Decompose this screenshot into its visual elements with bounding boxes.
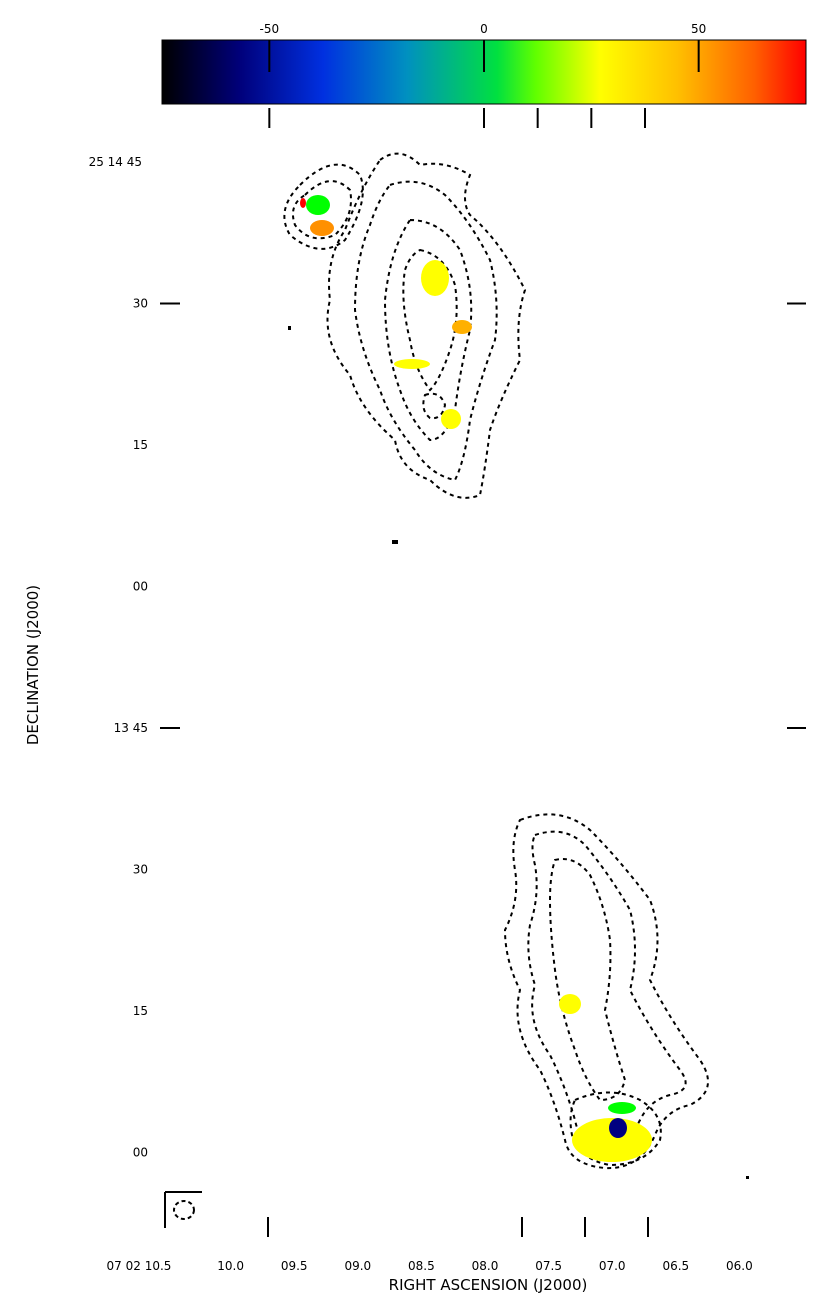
x-axis-ticks: 07 02 10.5 10.0 09.5 09.0 08.5 08.0 07.5 07.0 06… (107, 1217, 753, 1273)
colorbar-ticks: -50 0 50 (260, 22, 706, 72)
x-tick-label: 07 02 10.5 (107, 1259, 172, 1273)
north-lobe-spot (310, 220, 334, 236)
x-tick-label: 07.0 (599, 1259, 626, 1273)
rotation-measure-spots (300, 195, 652, 1162)
north-lobe-spot (421, 260, 449, 296)
x-tick-label: 06.0 (726, 1259, 753, 1273)
y-tick-label: 00 (133, 580, 148, 594)
x-tick-label: 06.5 (662, 1259, 689, 1273)
y-tick-label: 13 45 (114, 721, 148, 735)
south-lobe-contours (503, 813, 709, 1170)
y-tick-label: 30 (133, 297, 148, 311)
x-tick-label: 09.0 (344, 1259, 371, 1273)
north-lobe-spot (441, 409, 461, 429)
contour-level-marks (268, 108, 646, 128)
north-lobe-contours (283, 152, 527, 499)
colorbar: -50 0 50 (161, 22, 807, 128)
south-lobe-spot (572, 1118, 652, 1162)
south-lobe-spot (559, 994, 581, 1014)
colorbar-tick-label: 0 (480, 22, 488, 36)
y-tick-label: 15 (133, 1004, 148, 1018)
x-axis-title: RIGHT ASCENSION (J2000) (389, 1276, 588, 1294)
colorbar-tick-label: 50 (691, 22, 706, 36)
y-tick-label: 15 (133, 438, 148, 452)
x-tick-label: 10.0 (217, 1259, 244, 1273)
south-lobe-spot (608, 1102, 636, 1114)
x-tick-label: 09.5 (281, 1259, 308, 1273)
north-lobe-spot (306, 195, 330, 215)
y-tick-label: 30 (133, 863, 148, 877)
colorbar-tick-label: -50 (260, 22, 280, 36)
south-lobe-spot (609, 1118, 627, 1138)
beam-ellipse (173, 1200, 195, 1220)
y-tick-label: 25 14 45 (89, 155, 142, 169)
x-tick-label: 08.5 (408, 1259, 435, 1273)
y-tick-label: 00 (133, 1146, 148, 1160)
north-lobe-spot (300, 198, 306, 208)
y-axis-ticks: 25 14 45 30 15 00 13 45 30 15 00 (89, 155, 806, 1160)
y-axis-title: DECLINATION (J2000) (24, 585, 42, 745)
stray-marks (288, 326, 749, 1179)
x-tick-label: 08.0 (472, 1259, 499, 1273)
x-tick-label: 07.5 (535, 1259, 562, 1273)
north-lobe-spot (394, 359, 430, 369)
beam-box (164, 1191, 202, 1228)
north-lobe-spot (452, 320, 472, 334)
